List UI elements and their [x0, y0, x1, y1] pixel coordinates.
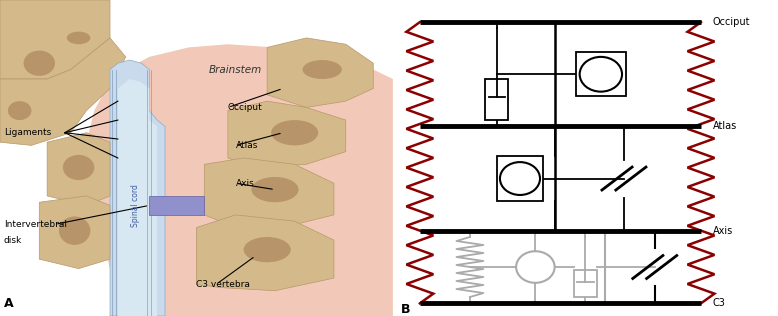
- Text: C3: C3: [713, 298, 725, 308]
- Ellipse shape: [244, 237, 291, 262]
- Text: Axis: Axis: [236, 179, 254, 188]
- Text: Brainstem: Brainstem: [209, 64, 262, 75]
- Polygon shape: [47, 133, 110, 205]
- Text: Occiput: Occiput: [228, 103, 263, 112]
- Bar: [574, 270, 597, 297]
- Polygon shape: [205, 158, 334, 228]
- Text: Atlas: Atlas: [713, 121, 737, 131]
- Text: Atlas: Atlas: [236, 141, 258, 150]
- Ellipse shape: [251, 177, 299, 202]
- Ellipse shape: [271, 120, 318, 145]
- Polygon shape: [110, 60, 165, 316]
- Ellipse shape: [67, 32, 90, 44]
- Polygon shape: [0, 38, 126, 145]
- Bar: [576, 52, 626, 96]
- Text: Ligaments: Ligaments: [4, 128, 51, 137]
- Bar: [497, 156, 543, 201]
- Text: B: B: [401, 303, 410, 316]
- Circle shape: [500, 162, 540, 195]
- Polygon shape: [196, 215, 334, 291]
- Ellipse shape: [8, 101, 31, 120]
- Polygon shape: [86, 44, 393, 316]
- Polygon shape: [228, 101, 345, 167]
- Polygon shape: [149, 196, 205, 215]
- Polygon shape: [117, 79, 157, 316]
- Ellipse shape: [59, 216, 90, 245]
- Text: Axis: Axis: [713, 226, 733, 236]
- Text: Occiput: Occiput: [713, 17, 750, 27]
- Polygon shape: [39, 196, 110, 269]
- Circle shape: [516, 251, 555, 283]
- Ellipse shape: [303, 60, 342, 79]
- Text: Spinal cord: Spinal cord: [131, 184, 140, 227]
- Polygon shape: [267, 38, 373, 107]
- Text: Intervertebral: Intervertebral: [4, 220, 67, 229]
- Text: C3 vertebra: C3 vertebra: [196, 280, 251, 289]
- Ellipse shape: [23, 51, 55, 76]
- Bar: [485, 79, 509, 120]
- Text: A: A: [4, 296, 13, 309]
- Circle shape: [580, 57, 622, 92]
- Polygon shape: [0, 0, 110, 79]
- Ellipse shape: [63, 155, 94, 180]
- Text: disk: disk: [4, 236, 23, 245]
